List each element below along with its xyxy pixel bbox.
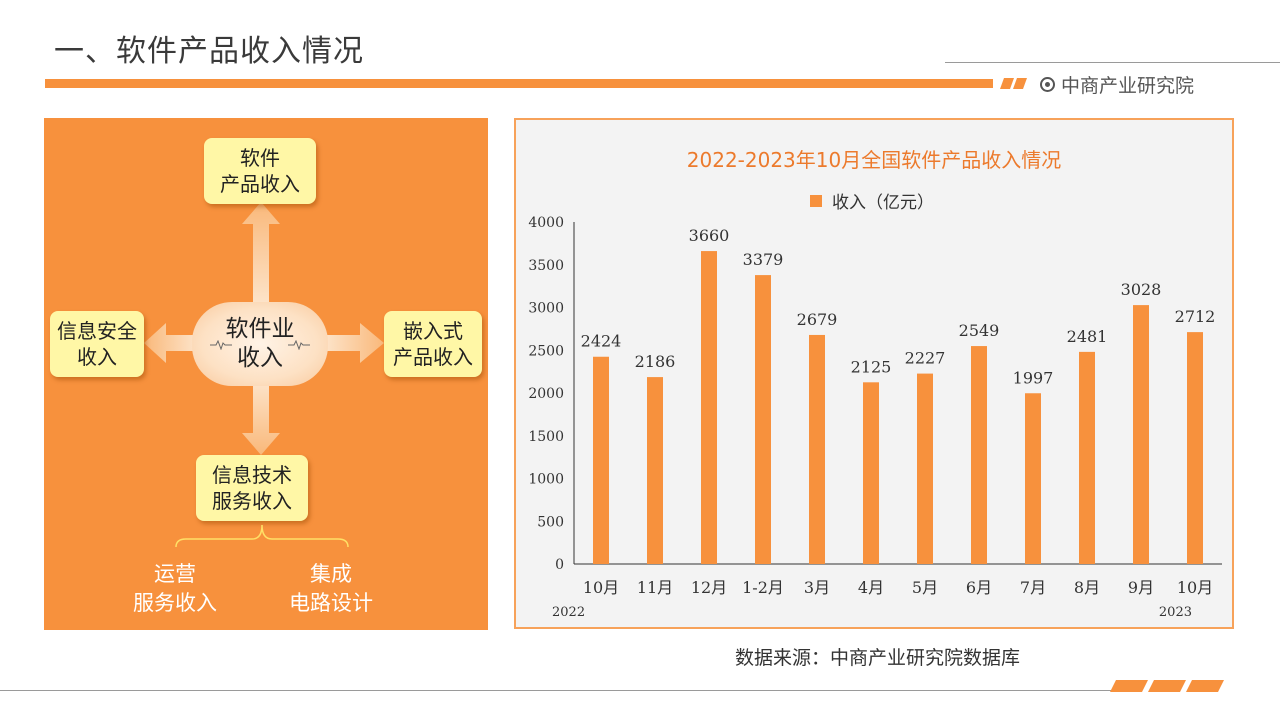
sub-right-line2: 电路设计: [289, 591, 373, 615]
bar: [863, 382, 879, 564]
bar: [647, 377, 663, 564]
x-tick-label: 5月: [912, 578, 938, 597]
y-tick-label: 3000: [528, 301, 564, 317]
chart-title: 2022-2023年10月全国软件产品收入情况: [686, 148, 1062, 172]
data-label: 2125: [851, 357, 892, 376]
y-tick-label: 500: [537, 514, 564, 530]
node-info-security-revenue: 信息安全 收入: [50, 311, 144, 377]
node-software-product-revenue: 软件 产品收入: [204, 138, 316, 204]
data-label: 2424: [581, 332, 622, 351]
header-divider-line: [945, 62, 1280, 63]
brand-name: 中商产业研究院: [1061, 75, 1195, 97]
node-right-line2: 产品收入: [393, 345, 473, 369]
node-bottom-line1: 信息技术: [212, 463, 292, 487]
pulse-left-icon: [210, 340, 232, 350]
y-tick-label: 4000: [528, 215, 564, 231]
bar: [809, 334, 825, 564]
header-stripes-decoration: [1000, 78, 1027, 89]
data-label: 2679: [797, 310, 838, 329]
center-software-revenue: 软件业 收入: [192, 302, 328, 386]
bar: [1079, 351, 1095, 564]
x-tick-label: 3月: [804, 578, 830, 597]
arrow-up-icon: [242, 202, 280, 302]
sub-operation-service-revenue: 运营 服务收入: [120, 560, 230, 618]
data-label: 2227: [905, 349, 946, 368]
node-top-line2: 产品收入: [220, 172, 300, 196]
data-label: 2186: [635, 352, 676, 371]
legend-swatch: [810, 194, 822, 207]
y-tick-label: 1500: [528, 429, 564, 445]
x-tick-label: 9月: [1128, 578, 1154, 597]
node-bottom-line2: 服务收入: [212, 489, 292, 513]
x-tick-label: 8月: [1074, 578, 1100, 597]
data-label: 2712: [1175, 307, 1216, 326]
year-label-start: 2022: [552, 605, 585, 620]
revenue-structure-diagram: 软件业 收入 软件 产品收入 信息安全 收入 嵌入式 产品收入 信息技术 服务收…: [44, 118, 488, 630]
arrow-left-icon: [144, 323, 196, 363]
x-tick-label: 4月: [858, 578, 884, 597]
x-tick-label: 10月: [1177, 578, 1213, 597]
bar: [755, 275, 771, 564]
bar: [1133, 305, 1149, 564]
bar: [1025, 393, 1041, 564]
node-left-line2: 收入: [77, 345, 117, 369]
y-tick-label: 2500: [528, 343, 564, 359]
node-it-service-revenue: 信息技术 服务收入: [196, 455, 308, 521]
footer-divider-line: [0, 690, 1125, 691]
brace-connector: [175, 524, 349, 548]
chart-panel: 2022-2023年10月全国软件产品收入情况 收入（亿元） 0 500 1000 1…: [514, 118, 1234, 629]
arrow-down-icon: [242, 383, 280, 455]
data-label: 2481: [1067, 327, 1108, 346]
center-label-line1: 软件业: [225, 316, 295, 342]
chart-legend: 收入（亿元）: [810, 188, 934, 213]
data-label: 2549: [959, 321, 1000, 340]
bar: [1187, 332, 1203, 564]
data-source-note: 数据来源：中商产业研究院数据库: [735, 647, 1021, 669]
sub-left-line1: 运营: [154, 562, 196, 586]
footer-stripes-decoration: [1110, 680, 1224, 692]
sub-left-line2: 服务收入: [133, 591, 217, 615]
node-top-line1: 软件: [240, 146, 280, 170]
bar: [701, 251, 717, 564]
arrow-right-icon: [326, 323, 384, 363]
center-label-line2: 收入: [237, 345, 283, 371]
node-left-line1: 信息安全: [57, 319, 137, 343]
brand-logo: 中商产业研究院: [1040, 71, 1194, 98]
x-tick-label: 12月: [691, 578, 727, 597]
y-tick-label: 2000: [528, 386, 564, 402]
x-tick-label: 7月: [1020, 578, 1046, 597]
data-label: 3660: [689, 226, 730, 245]
data-label: 1997: [1013, 368, 1054, 387]
node-right-line1: 嵌入式: [403, 319, 463, 343]
title-underline-bar: [45, 79, 993, 88]
sub-right-line1: 集成: [310, 562, 352, 586]
data-label: 3028: [1121, 280, 1162, 299]
bar: [917, 373, 933, 564]
brand-circle-icon: [1040, 77, 1055, 92]
pulse-right-icon: [288, 340, 310, 350]
legend-label: 收入（亿元）: [832, 193, 934, 213]
x-tick-label: 6月: [966, 578, 992, 597]
sub-ic-design: 集成 电路设计: [276, 560, 386, 618]
x-tick-label: 11月: [637, 578, 673, 597]
y-tick-label: 1000: [528, 472, 564, 488]
bar-chart: 0 500 1000 1500 2000 2500 3000 3500 4000 2424 10月 2…: [528, 215, 1222, 620]
x-tick-label: 1-2月: [742, 578, 784, 597]
x-tick-label: 10月: [583, 578, 619, 597]
bar: [593, 356, 609, 564]
bar: [971, 346, 987, 564]
y-tick-label: 3500: [528, 258, 564, 274]
year-label-end: 2023: [1159, 605, 1192, 620]
page-title: 一、软件产品收入情况: [54, 34, 364, 69]
y-tick-label: 0: [555, 557, 564, 573]
node-embedded-product-revenue: 嵌入式 产品收入: [384, 311, 482, 377]
data-label: 3379: [743, 250, 784, 269]
